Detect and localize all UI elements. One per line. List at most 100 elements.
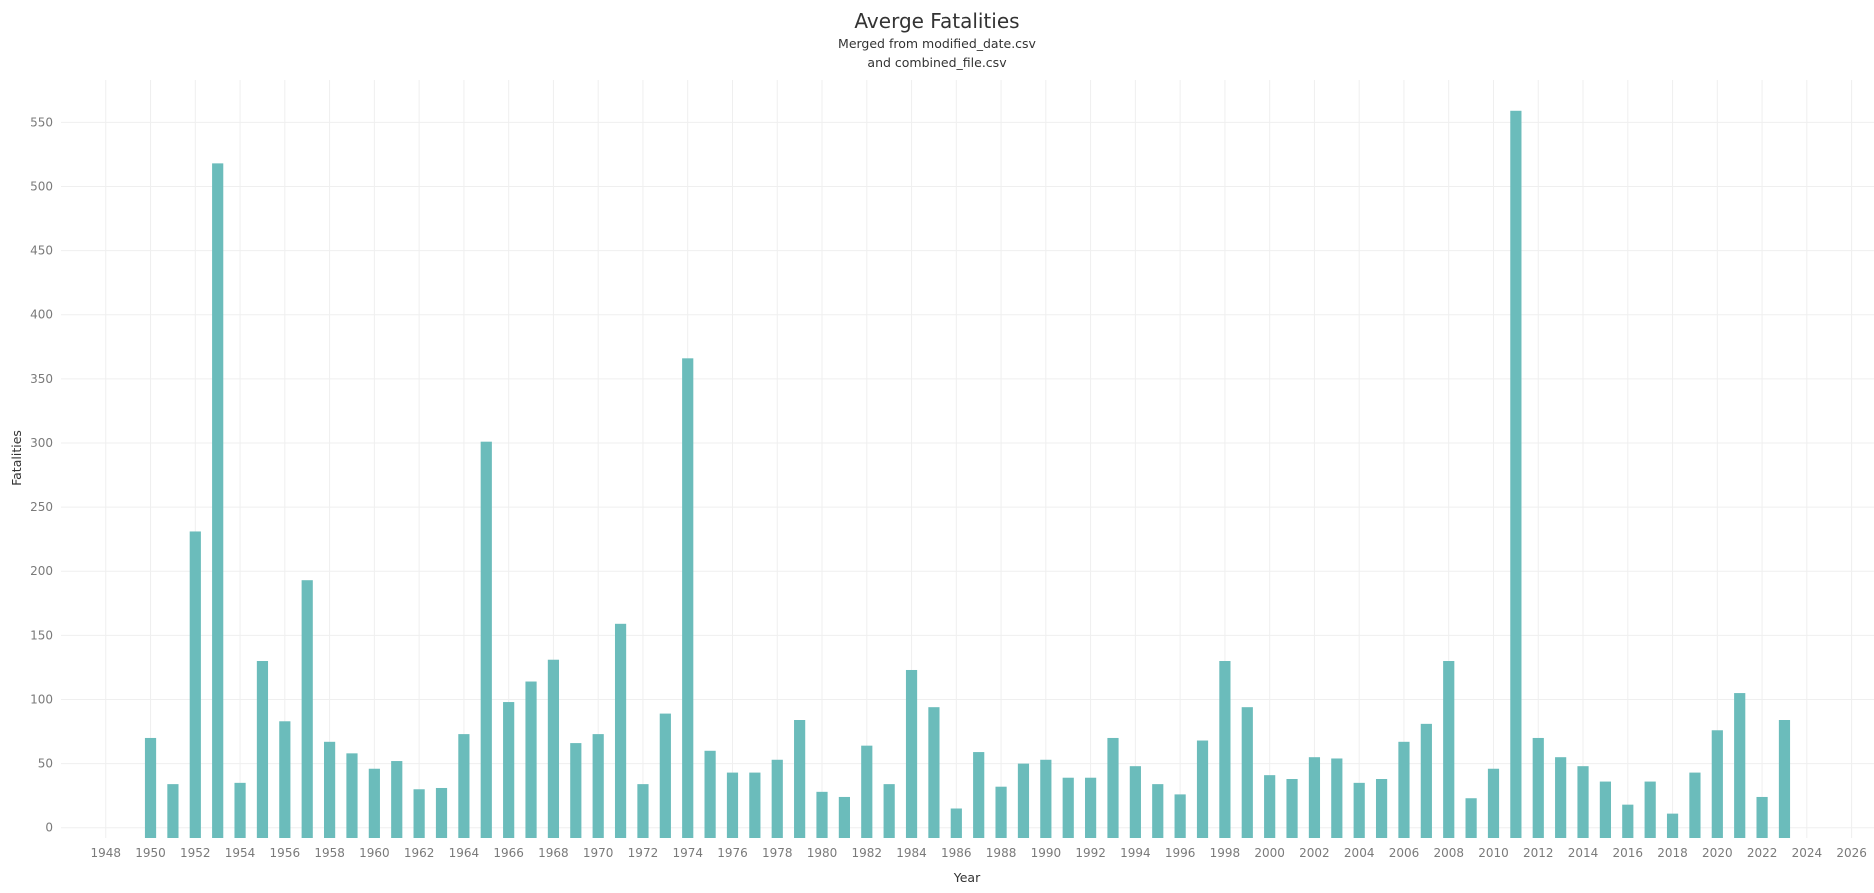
bar-1986[interactable] bbox=[950, 808, 962, 838]
y-tick-label: 200 bbox=[30, 564, 53, 578]
x-axis-ticks: 1948 1950 1952 1954 1956 1958 1960 1962 1964 1966… bbox=[90, 846, 1866, 860]
x-tick-label: 2006 bbox=[1389, 846, 1420, 860]
bar-1955[interactable] bbox=[256, 661, 269, 838]
bar-1991[interactable] bbox=[1062, 777, 1074, 838]
bar-1982[interactable] bbox=[861, 745, 873, 838]
bar-1958[interactable] bbox=[323, 741, 336, 838]
bar-1971[interactable] bbox=[614, 623, 627, 838]
bar-1984[interactable] bbox=[905, 669, 918, 838]
x-tick-label: 2010 bbox=[1478, 846, 1509, 860]
chart-title: Averge Fatalities bbox=[854, 9, 1020, 33]
bar-1992[interactable] bbox=[1085, 777, 1097, 838]
x-tick-label: 2002 bbox=[1299, 846, 1330, 860]
y-tick-label: 150 bbox=[30, 628, 53, 642]
bar-1961[interactable] bbox=[391, 761, 403, 838]
bar-2023[interactable] bbox=[1778, 720, 1791, 838]
x-tick-label: 1948 bbox=[90, 846, 121, 860]
bar-2011[interactable] bbox=[1510, 110, 1522, 838]
bar-2002[interactable] bbox=[1308, 757, 1321, 838]
bar-2003[interactable] bbox=[1331, 758, 1343, 838]
y-tick-label: 250 bbox=[30, 500, 53, 514]
chart-subtitle-line-1: Merged from modified_date.csv bbox=[838, 36, 1036, 51]
bar-2006[interactable] bbox=[1398, 741, 1410, 838]
x-tick-label: 1956 bbox=[270, 846, 301, 860]
bar-1952[interactable] bbox=[189, 531, 201, 838]
bar-1963[interactable] bbox=[435, 787, 448, 838]
bar-1967[interactable] bbox=[525, 681, 537, 838]
x-tick-label: 2020 bbox=[1702, 846, 1733, 860]
bar-2019[interactable] bbox=[1689, 772, 1701, 838]
bar-2017[interactable] bbox=[1644, 781, 1656, 838]
bar-1998[interactable] bbox=[1219, 661, 1231, 838]
x-tick-label: 1960 bbox=[359, 846, 390, 860]
bar-1973[interactable] bbox=[659, 713, 671, 838]
bar-2015[interactable] bbox=[1599, 781, 1612, 838]
x-tick-label: 1978 bbox=[762, 846, 793, 860]
bar-1975[interactable] bbox=[704, 750, 716, 838]
bar-2022[interactable] bbox=[1756, 796, 1768, 838]
bar-1990[interactable] bbox=[1040, 759, 1052, 838]
bar-2009[interactable] bbox=[1465, 798, 1477, 838]
bar-1999[interactable] bbox=[1241, 707, 1253, 838]
bar-1966[interactable] bbox=[503, 702, 515, 838]
bar-2021[interactable] bbox=[1734, 693, 1746, 838]
bar-2013[interactable] bbox=[1555, 757, 1567, 838]
bar-1993[interactable] bbox=[1107, 737, 1119, 838]
bar-1994[interactable] bbox=[1129, 766, 1141, 838]
bar-1960[interactable] bbox=[368, 768, 380, 838]
bar-1950[interactable] bbox=[144, 737, 157, 838]
x-tick-label: 2016 bbox=[1613, 846, 1644, 860]
bar-1987[interactable] bbox=[973, 752, 985, 838]
bar-1953[interactable] bbox=[212, 163, 224, 838]
bar-2008[interactable] bbox=[1443, 661, 1455, 838]
x-tick-label: 2022 bbox=[1747, 846, 1778, 860]
bar-2001[interactable] bbox=[1286, 779, 1298, 838]
bar-1964[interactable] bbox=[458, 734, 470, 838]
bar-1959[interactable] bbox=[346, 753, 358, 838]
x-tick-label: 2026 bbox=[1836, 846, 1867, 860]
bar-1954[interactable] bbox=[234, 782, 246, 838]
bar-2014[interactable] bbox=[1577, 766, 1589, 838]
bar-1985[interactable] bbox=[928, 707, 940, 838]
y-tick-label: 550 bbox=[30, 115, 53, 129]
bar-2018[interactable] bbox=[1666, 813, 1679, 838]
y-tick-label: 500 bbox=[30, 179, 53, 193]
bar-1957[interactable] bbox=[301, 580, 313, 838]
bar-1978[interactable] bbox=[771, 759, 783, 838]
x-tick-label: 1998 bbox=[1210, 846, 1241, 860]
bar-2016[interactable] bbox=[1622, 804, 1634, 838]
x-tick-label: 1962 bbox=[404, 846, 435, 860]
bar-1968[interactable] bbox=[547, 659, 560, 838]
bar-2020[interactable] bbox=[1711, 730, 1723, 838]
bar-1972[interactable] bbox=[637, 784, 649, 838]
bar-2007[interactable] bbox=[1420, 723, 1432, 838]
x-tick-label: 2024 bbox=[1792, 846, 1823, 860]
bar-2000[interactable] bbox=[1264, 775, 1276, 838]
bar-1996[interactable] bbox=[1174, 794, 1186, 838]
bar-1965[interactable] bbox=[480, 441, 492, 838]
bar-1976[interactable] bbox=[726, 772, 739, 838]
bar-1951[interactable] bbox=[167, 784, 179, 838]
x-tick-label: 1964 bbox=[449, 846, 480, 860]
chart-subtitle-line-2: and combined_file.csv bbox=[867, 55, 1007, 70]
bar-1995[interactable] bbox=[1152, 784, 1164, 838]
x-tick-label: 1988 bbox=[986, 846, 1017, 860]
bar-1997[interactable] bbox=[1196, 740, 1209, 838]
bar-1969[interactable] bbox=[570, 743, 582, 838]
bar-1956[interactable] bbox=[279, 721, 291, 838]
bar-1988[interactable] bbox=[995, 786, 1007, 838]
bar-2005[interactable] bbox=[1375, 779, 1388, 838]
bar-1980[interactable] bbox=[816, 791, 828, 838]
bar-1977[interactable] bbox=[749, 772, 761, 838]
bar-1970[interactable] bbox=[592, 734, 604, 838]
bar-2010[interactable] bbox=[1487, 768, 1500, 838]
bar-2012[interactable] bbox=[1532, 737, 1544, 838]
bar-2004[interactable] bbox=[1353, 782, 1365, 838]
bar-1974[interactable] bbox=[682, 358, 694, 838]
bar-1989[interactable] bbox=[1017, 763, 1030, 838]
bar-1981[interactable] bbox=[838, 796, 850, 838]
bar-1979[interactable] bbox=[794, 720, 806, 838]
bar-1962[interactable] bbox=[413, 789, 425, 838]
bar-1983[interactable] bbox=[883, 784, 895, 838]
